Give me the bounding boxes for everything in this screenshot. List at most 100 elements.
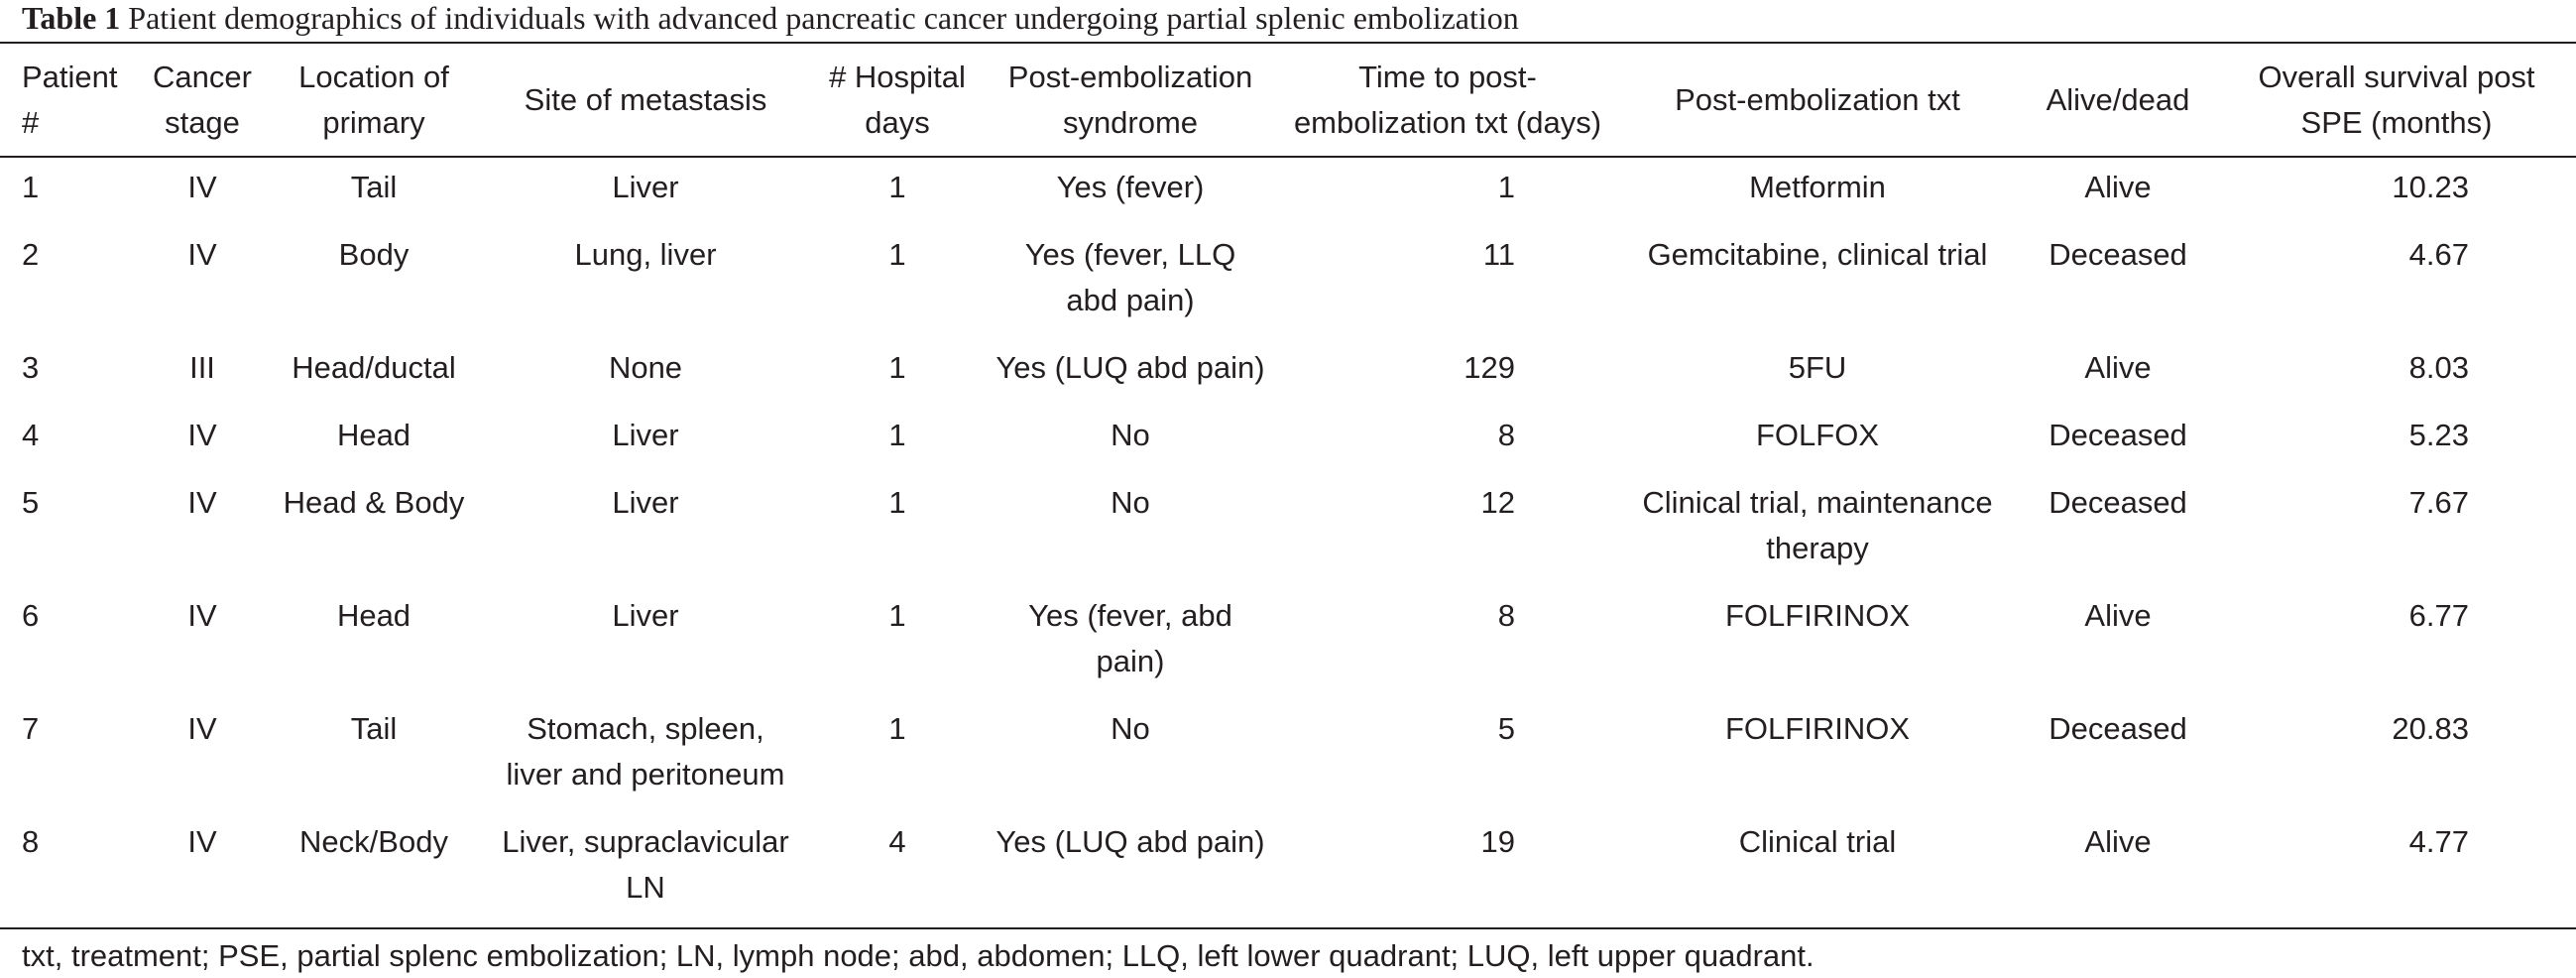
bottom-rule	[0, 927, 2576, 929]
cell-line: No	[1111, 711, 1150, 746]
cell-overall-survival: 10.23	[2217, 156, 2576, 223]
cell-line: Head & Body	[283, 485, 465, 520]
cell-line: 1	[888, 711, 906, 746]
cell-alive-dead: Alive	[2019, 156, 2217, 223]
cell-patient: 7	[0, 697, 135, 810]
cell-line: FOLFIRINOX	[1724, 598, 1910, 633]
cell-patient: 5	[0, 471, 135, 584]
cell-txt: FOLFIRINOX	[1616, 697, 2019, 810]
cell-line: Deceased	[2049, 711, 2187, 746]
cell-cancer-stage: IV	[135, 810, 270, 923]
cell-line: 1	[22, 170, 40, 204]
cell-overall-survival: 5.23	[2217, 404, 2576, 471]
cell-hospital-days: 1	[813, 223, 982, 336]
col-header-cancer-stage: Cancer stage	[135, 44, 270, 156]
cell-line: 7	[22, 711, 40, 746]
col-header-location: Location of primary	[270, 44, 478, 156]
cell-line: 7.67	[2408, 485, 2469, 520]
cell-line: IV	[187, 824, 217, 859]
cell-line: Patient	[22, 59, 118, 94]
cell-line: Liver	[612, 170, 679, 204]
cell-line: 5FU	[1788, 350, 1847, 385]
cell-line: LN	[626, 870, 665, 905]
cell-line: Alive	[2084, 824, 2152, 859]
cell-location: Head	[270, 584, 478, 697]
cell-line: liver and peritoneum	[506, 757, 785, 792]
cell-line: #	[22, 104, 40, 140]
table-row: 7 IV Tail Stomach, spleen, liver and periton…	[0, 697, 2576, 810]
cell-syndrome: Yes (LUQ abd pain)	[982, 336, 1279, 404]
cell-line: 12	[1480, 485, 1515, 520]
cell-line: 8.03	[2408, 350, 2469, 385]
cell-patient: 8	[0, 810, 135, 923]
demographics-table: Patient # Cancer stage Location of primary …	[0, 44, 2576, 923]
col-header-hospital-days: # Hospital days	[813, 44, 982, 156]
cell-metastasis: None	[478, 336, 813, 404]
cell-metastasis: Stomach, spleen, liver and peritoneum	[478, 697, 813, 810]
cell-location: Neck/Body	[270, 810, 478, 923]
table-row: 8 IV Neck/Body Liver, supraclavicular LN 4 Yes…	[0, 810, 2576, 923]
cell-syndrome: No	[982, 404, 1279, 471]
cell-line: Liver, supraclavicular	[502, 824, 789, 859]
cell-line: SPE (months)	[2300, 104, 2493, 140]
cell-line: IV	[187, 711, 217, 746]
cell-line: No	[1111, 485, 1150, 520]
cell-overall-survival: 20.83	[2217, 697, 2576, 810]
cell-line: 19	[1480, 824, 1515, 859]
cell-overall-survival: 7.67	[2217, 471, 2576, 584]
cell-line: syndrome	[1062, 104, 1199, 140]
cell-cancer-stage: IV	[135, 584, 270, 697]
cell-line: 1	[888, 598, 906, 633]
cell-hospital-days: 1	[813, 471, 982, 584]
cell-line: Body	[338, 237, 410, 272]
cell-line: 1	[888, 418, 906, 452]
cell-syndrome: Yes (fever)	[982, 156, 1279, 223]
cell-patient: 2	[0, 223, 135, 336]
cell-txt: 5FU	[1616, 336, 2019, 404]
cell-location: Tail	[270, 697, 478, 810]
cell-line: 4.67	[2408, 237, 2469, 272]
cell-patient: 3	[0, 336, 135, 404]
cell-cancer-stage: IV	[135, 223, 270, 336]
cell-location: Tail	[270, 156, 478, 223]
cell-time-to-txt: 11	[1279, 223, 1616, 336]
cell-line: embolization txt (days)	[1293, 104, 1602, 140]
cell-line: Neck/Body	[299, 824, 448, 859]
cell-line: Alive	[2084, 350, 2152, 385]
cell-line: # Hospital	[829, 59, 966, 94]
cell-line: Lung, liver	[574, 237, 717, 272]
cell-line: IV	[187, 237, 217, 272]
cell-alive-dead: Deceased	[2019, 223, 2217, 336]
cell-line: stage	[165, 104, 240, 140]
cell-line: 5	[1497, 711, 1515, 746]
cell-hospital-days: 1	[813, 584, 982, 697]
cell-line: Liver	[612, 418, 679, 452]
cell-syndrome: No	[982, 697, 1279, 810]
cell-cancer-stage: IV	[135, 471, 270, 584]
col-header-syndrome: Post-embolization syndrome	[982, 44, 1279, 156]
cell-hospital-days: 4	[813, 810, 982, 923]
cell-overall-survival: 4.77	[2217, 810, 2576, 923]
cell-line: Stomach, spleen,	[527, 711, 764, 746]
cell-line: 3	[22, 350, 40, 385]
cell-alive-dead: Alive	[2019, 810, 2217, 923]
cell-line: 5.23	[2408, 418, 2469, 452]
cell-line: abd pain)	[1066, 283, 1195, 317]
cell-cancer-stage: IV	[135, 697, 270, 810]
table-label: Table 1	[22, 0, 121, 36]
cell-patient: 4	[0, 404, 135, 471]
header-row: Patient # Cancer stage Location of primary …	[0, 44, 2576, 156]
col-header-overall-survival: Overall survival post SPE (months)	[2217, 44, 2576, 156]
cell-syndrome: Yes (fever, LLQ abd pain)	[982, 223, 1279, 336]
cell-cancer-stage: IV	[135, 156, 270, 223]
cell-line: 6.77	[2408, 598, 2469, 633]
cell-line: pain)	[1096, 644, 1165, 678]
cell-line: Overall survival post	[2258, 59, 2535, 94]
col-header-time-to-txt: Time to post-embolization txt (days)	[1279, 44, 1616, 156]
table-header: Patient # Cancer stage Location of primary …	[0, 44, 2576, 156]
cell-line: FOLFOX	[1755, 418, 1879, 452]
cell-line: 1	[888, 350, 906, 385]
cell-time-to-txt: 1	[1279, 156, 1616, 223]
cell-line: 10.23	[2392, 170, 2469, 204]
cell-line: 1	[888, 170, 906, 204]
